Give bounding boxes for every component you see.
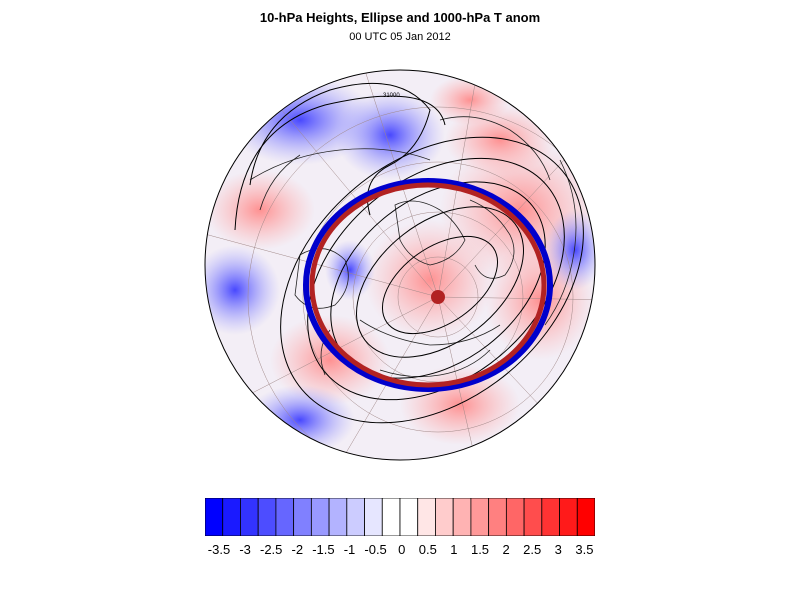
colorbar-swatch [346,498,365,536]
map-boundary [204,69,596,461]
colorbar-tick-label: -3.5 [207,542,231,557]
colorbar-tick-label: -2.5 [259,542,283,557]
colorbar-tick-label: -0.5 [364,542,387,557]
colorbar-swatch [559,498,578,536]
colorbar-swatch [381,498,401,536]
temperature-anomaly-field [205,75,595,455]
ellipse-red [309,182,547,388]
colorbar [205,498,595,536]
colorbar-swatch [576,498,595,536]
colorbar-swatch [399,498,419,536]
colorbar-swatch [205,498,224,536]
figure-title: 10-hPa Heights, Ellipse and 1000-hPa T a… [259,10,541,25]
colorbar-swatch [470,498,490,536]
contour-label: 31000 [383,93,400,99]
colorbar-swatch [541,498,560,536]
colorbar-tick-label: 0 [398,542,406,557]
coastlines [249,116,577,378]
ellipse-center-marker [431,290,445,304]
colorbar-swatch [488,498,507,536]
colorbar-swatch [240,498,259,536]
colorbar-tick-label: -3 [239,542,251,557]
ellipse-blue [303,178,553,392]
colorbar-tick-label: -1 [343,542,356,557]
colorbar-tick-label: 2.5 [523,542,542,557]
colorbar-swatch [275,498,295,536]
colorbar-tick-label: 0.5 [418,542,437,557]
colorbar-swatch [417,498,436,536]
colorbar-tick-label: -1.5 [312,542,335,557]
colorbar-tick-label: 1 [450,542,458,557]
colorbar-swatch [293,498,312,536]
colorbar-swatch [452,498,472,536]
colorbar-tick-label: 3.5 [575,542,594,557]
colorbar-swatch [523,498,543,536]
colorbar-swatch [364,498,383,536]
colorbar-swatch [310,498,330,536]
colorbar-swatch [222,498,241,536]
colorbar-swatch [505,498,525,536]
colorbar-tick-label: 1.5 [470,542,490,557]
colorbar-tick-label: 3 [554,542,562,557]
colorbar-tick-label: 2 [502,542,510,557]
figure-subtitle: 00 UTC 05 Jan 2012 [349,31,451,43]
height-contours [234,82,584,424]
colorbar-tick-label: -2 [291,542,304,557]
colorbar-swatch [435,498,454,536]
colorbar-swatch [328,498,348,536]
map-disk: 31000 [205,70,595,460]
colorbar-swatch [257,498,277,536]
